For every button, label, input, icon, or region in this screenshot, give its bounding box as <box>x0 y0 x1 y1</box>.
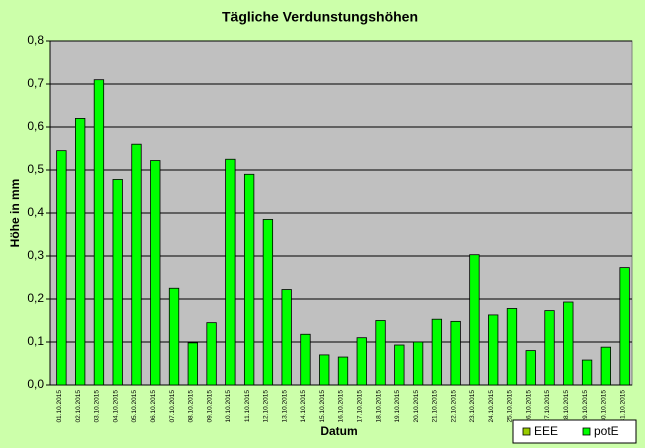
x-tick-label: 10.10.2015 <box>225 390 232 423</box>
bar <box>300 333 311 386</box>
bar <box>187 342 198 386</box>
bar <box>206 322 217 386</box>
bar <box>600 346 611 386</box>
y-tick-label: 0,0 <box>27 377 44 391</box>
bar <box>319 354 330 386</box>
x-tick-label: 27.10.2015 <box>544 390 551 423</box>
legend-label: EEE <box>534 424 558 438</box>
x-tick-label: 08.10.2015 <box>188 390 195 423</box>
bar <box>375 320 386 386</box>
x-axis-label: Datum <box>320 424 357 438</box>
bar <box>412 341 424 386</box>
bar <box>262 219 274 386</box>
x-tick-label: 15.10.2015 <box>319 390 326 423</box>
y-tick-label: 0,6 <box>27 119 44 133</box>
x-tick-label: 01.10.2015 <box>56 390 63 423</box>
bar <box>168 287 180 386</box>
x-tick-label: 17.10.2015 <box>356 390 363 423</box>
x-tick-label: 05.10.2015 <box>131 390 138 423</box>
bar <box>356 337 367 386</box>
bar <box>525 350 536 386</box>
bar <box>450 320 461 386</box>
bar <box>243 173 255 386</box>
x-tick-label: 19.10.2015 <box>394 390 401 423</box>
x-tick-label: 29.10.2015 <box>582 390 589 423</box>
bar <box>488 314 499 386</box>
y-tick-label: 0,4 <box>27 205 44 219</box>
bar <box>506 308 518 386</box>
x-tick-label: 25.10.2015 <box>507 390 514 423</box>
x-tick-label: 14.10.2015 <box>300 390 307 423</box>
x-tick-label: 30.10.2015 <box>601 390 608 423</box>
x-tick-label: 07.10.2015 <box>169 390 176 423</box>
y-tick-label: 0,3 <box>27 248 44 262</box>
bar <box>544 310 555 386</box>
bar <box>112 179 123 386</box>
x-tick-label: 26.10.2015 <box>525 390 532 423</box>
y-tick-label: 0,1 <box>27 334 44 348</box>
bar <box>563 301 574 386</box>
y-tick-label: 0,5 <box>27 162 44 176</box>
x-tick-label: 13.10.2015 <box>281 390 288 423</box>
x-tick-label: 04.10.2015 <box>112 390 119 423</box>
y-tick-label: 0,2 <box>27 291 44 305</box>
y-tick-label: 0,7 <box>27 76 44 90</box>
x-tick-label: 28.10.2015 <box>563 390 570 423</box>
x-tick-label: 16.10.2015 <box>338 390 345 423</box>
x-tick-label: 24.10.2015 <box>488 390 495 423</box>
legend-label: potE <box>594 424 619 438</box>
chart-title: Tägliche Verdunstungshöhen <box>222 9 418 25</box>
bar <box>93 79 105 386</box>
y-tick-label: 0,8 <box>27 33 44 47</box>
bar <box>469 254 480 386</box>
y-axis-label: Höhe in mm <box>8 179 22 248</box>
x-tick-label: 21.10.2015 <box>432 390 439 423</box>
x-tick-label: 18.10.2015 <box>375 390 382 423</box>
x-tick-label: 06.10.2015 <box>150 390 157 423</box>
bar <box>56 150 67 386</box>
x-tick-label: 22.10.2015 <box>450 390 457 423</box>
x-tick-label: 03.10.2015 <box>94 390 101 423</box>
legend-swatch <box>582 427 591 436</box>
bar <box>150 160 161 386</box>
x-tick-label: 09.10.2015 <box>206 390 213 423</box>
bar <box>619 267 630 386</box>
bar <box>394 344 405 386</box>
bar <box>281 289 292 386</box>
x-tick-label: 02.10.2015 <box>75 390 82 423</box>
bar <box>337 356 349 386</box>
bar <box>431 318 443 386</box>
legend-box <box>512 419 637 444</box>
bar <box>131 143 142 386</box>
x-tick-label: 11.10.2015 <box>244 390 251 422</box>
legend-swatch <box>522 427 531 436</box>
bar <box>75 118 86 386</box>
bar <box>225 158 236 386</box>
bar <box>581 359 593 386</box>
x-tick-label: 23.10.2015 <box>469 390 476 423</box>
x-tick-label: 31.10.2015 <box>619 390 626 423</box>
x-tick-label: 12.10.2015 <box>263 390 270 423</box>
x-tick-label: 20.10.2015 <box>413 390 420 423</box>
